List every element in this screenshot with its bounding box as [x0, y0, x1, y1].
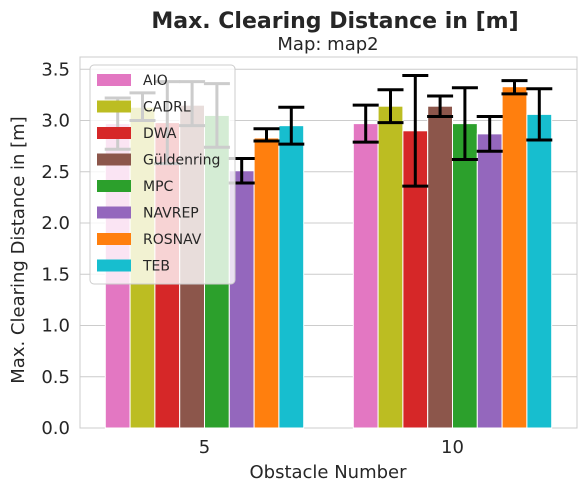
y-tick-label: 0.0 — [41, 418, 70, 439]
y-tick-label: 1.0 — [41, 316, 70, 337]
bar-navrep — [476, 133, 503, 429]
bar-rosnav — [501, 86, 528, 429]
y-tick-label: 2.0 — [41, 213, 70, 234]
x-axis: 5 10 — [199, 437, 464, 458]
legend-swatch — [97, 100, 131, 113]
bar-navrep — [228, 170, 255, 429]
bar-mpc — [452, 123, 478, 429]
x-tick-label: 5 — [199, 437, 210, 458]
legend-entry: TEB — [142, 259, 170, 275]
legend-entry: CADRL — [143, 100, 191, 116]
legend-entry: NAVREP — [143, 206, 199, 222]
legend-entry: MPC — [143, 179, 174, 195]
y-tick-label: 3.5 — [41, 59, 70, 80]
bar-cadrl — [377, 105, 404, 429]
legend-swatch — [97, 180, 131, 192]
bar-teb — [278, 125, 305, 429]
bar-teb — [526, 113, 553, 429]
legend-box — [89, 64, 236, 285]
chart-title: Max. Clearing Distance in [m] — [151, 9, 518, 34]
chart-subtitle: Map: map2 — [277, 34, 378, 55]
y-tick-label: 2.5 — [41, 162, 70, 183]
y-tick-label: 3.0 — [41, 111, 70, 132]
legend-swatch — [97, 233, 131, 245]
legend-swatch — [97, 259, 131, 272]
bar-rosnav — [253, 137, 280, 429]
legend-swatch — [97, 127, 131, 139]
legend-entry: DWA — [143, 126, 177, 142]
legend-swatch — [97, 74, 131, 86]
y-axis-label: Max. Clearing Distance in [m] — [8, 116, 29, 383]
y-axis: 0.0 0.5 1.0 1.5 2.0 2.5 3.0 3.5 — [41, 59, 70, 439]
bar-güldenring — [427, 105, 454, 429]
x-tick-label: 10 — [441, 437, 464, 458]
legend-entry: AIO — [143, 73, 168, 89]
y-tick-label: 0.5 — [41, 367, 70, 388]
legend-entry: ROSNAV — [143, 232, 202, 248]
y-tick-label: 1.5 — [41, 264, 70, 285]
legend-entry: Güldenring — [143, 153, 220, 169]
legend: AIO CADRL DWA Güldenring MPC NAVREP ROSNAV TEB — [89, 64, 236, 285]
x-axis-label: Obstacle Number — [249, 462, 407, 483]
bar-aio — [352, 123, 379, 429]
legend-swatch — [97, 206, 131, 219]
legend-swatch — [97, 153, 131, 166]
